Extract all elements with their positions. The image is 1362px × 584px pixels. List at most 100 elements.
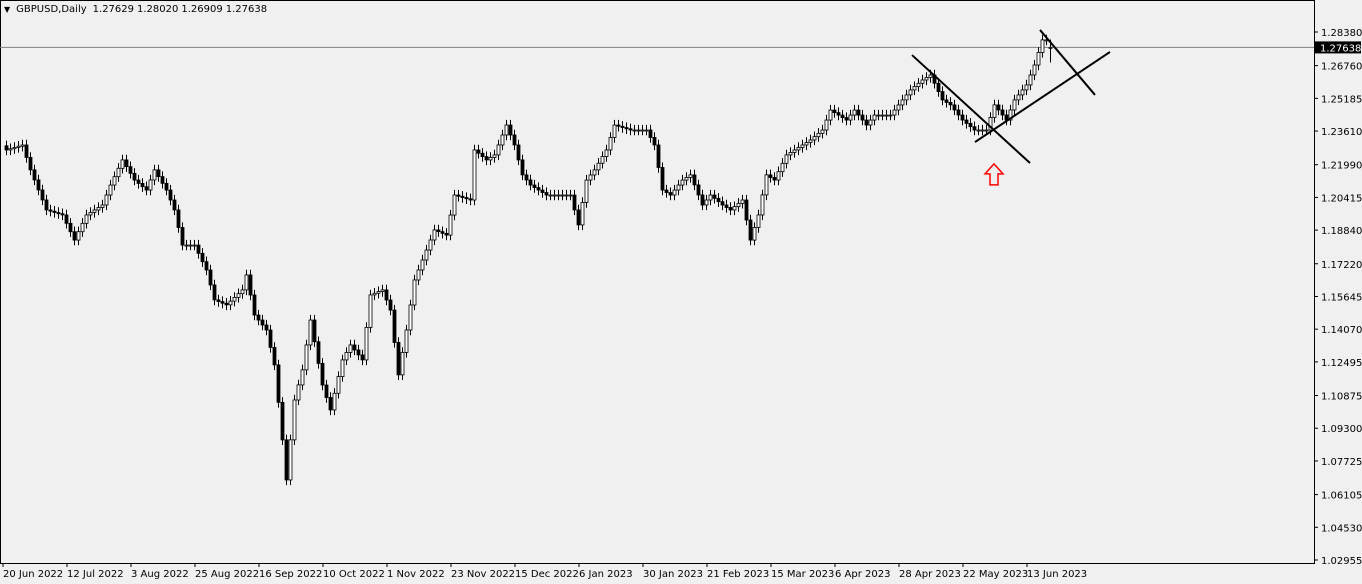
candle-body [424,249,429,261]
candle [636,124,641,136]
candle-body [192,244,197,247]
candle [960,109,965,126]
candle-body [396,342,401,376]
candle-body [996,104,1001,111]
candle [592,164,597,181]
candle [4,140,9,156]
candle [992,99,997,123]
candle [892,104,897,121]
candle-body [688,174,693,178]
candle-body [704,199,709,206]
candle [540,184,545,198]
candle-body [740,199,745,204]
plot-area[interactable] [0,0,1315,564]
trendline[interactable] [1039,29,1096,96]
x-tick-label: 21 Feb 2023 [707,569,769,580]
trendline[interactable] [974,51,1111,143]
candle-body [508,124,513,136]
y-tick-label: 1.23610 [1321,127,1362,138]
candle-body [952,104,957,111]
candle [228,295,233,311]
candle [620,121,625,133]
candle-body [292,399,297,441]
candle-body [824,119,829,131]
candle-body [196,244,201,254]
candle [8,143,13,156]
candle [768,169,773,183]
candle [568,189,573,201]
trendlines[interactable] [911,29,1111,164]
candle [684,172,689,186]
x-tick-label: 30 Jan 2023 [643,569,703,580]
candle-body [660,167,665,191]
candle-body [528,179,533,186]
candle [60,208,65,221]
candle-body [712,194,717,199]
candle [44,194,49,216]
candle-body [540,189,545,193]
candle-body [984,129,989,132]
candle [240,284,245,299]
candle [940,86,945,106]
candle [448,209,453,241]
candle [920,74,925,89]
candle [272,342,277,371]
candle-body [1040,39,1045,53]
candle [712,189,717,204]
candle-body [568,194,573,197]
candle-body [792,149,797,153]
candle [864,114,869,131]
candle-body [404,329,409,353]
candle-body [808,139,813,143]
candle-body [684,177,689,181]
candle [532,179,537,193]
candle-body [484,156,489,161]
candle-body [356,349,361,356]
candle [76,226,81,246]
candle [628,123,633,136]
candle-body [232,297,237,302]
candle [424,244,429,266]
candle-body [492,154,497,158]
candle-body [1032,64,1037,76]
candle-body [920,79,925,84]
candle [968,118,973,132]
x-tick-label: 1 Nov 2022 [387,569,445,580]
candle [1028,69,1033,91]
candle-body [288,439,293,481]
trendline[interactable] [911,54,1031,164]
candle-body [624,127,629,130]
candle [320,358,325,391]
candle [720,196,725,211]
ohlc-low: 1.26909 [181,4,223,15]
candle [1012,94,1017,116]
candle-body [784,154,789,164]
x-tick-label: 15 Dec 2022 [515,569,579,580]
candle [460,191,465,203]
candle [348,339,353,358]
candle-body [468,198,473,201]
candle [520,154,525,181]
candle-body [104,194,109,206]
candle-body [496,144,501,156]
candle-body [728,207,733,211]
candle [468,193,473,206]
candle-body [1028,74,1033,86]
candle [120,154,125,174]
candle [108,179,113,201]
candle-body [924,77,929,81]
candle-body [328,397,333,411]
candle-body [868,119,873,126]
candle [536,182,541,196]
triangle-down-icon[interactable]: ▼ [4,5,11,14]
candle-body [276,364,281,403]
candle [944,94,949,108]
candle-body [388,299,393,311]
candle [152,164,157,186]
candle [948,97,953,111]
candle [916,78,921,92]
candle-body [768,174,773,178]
candle-body [412,279,417,306]
candle [420,254,425,276]
